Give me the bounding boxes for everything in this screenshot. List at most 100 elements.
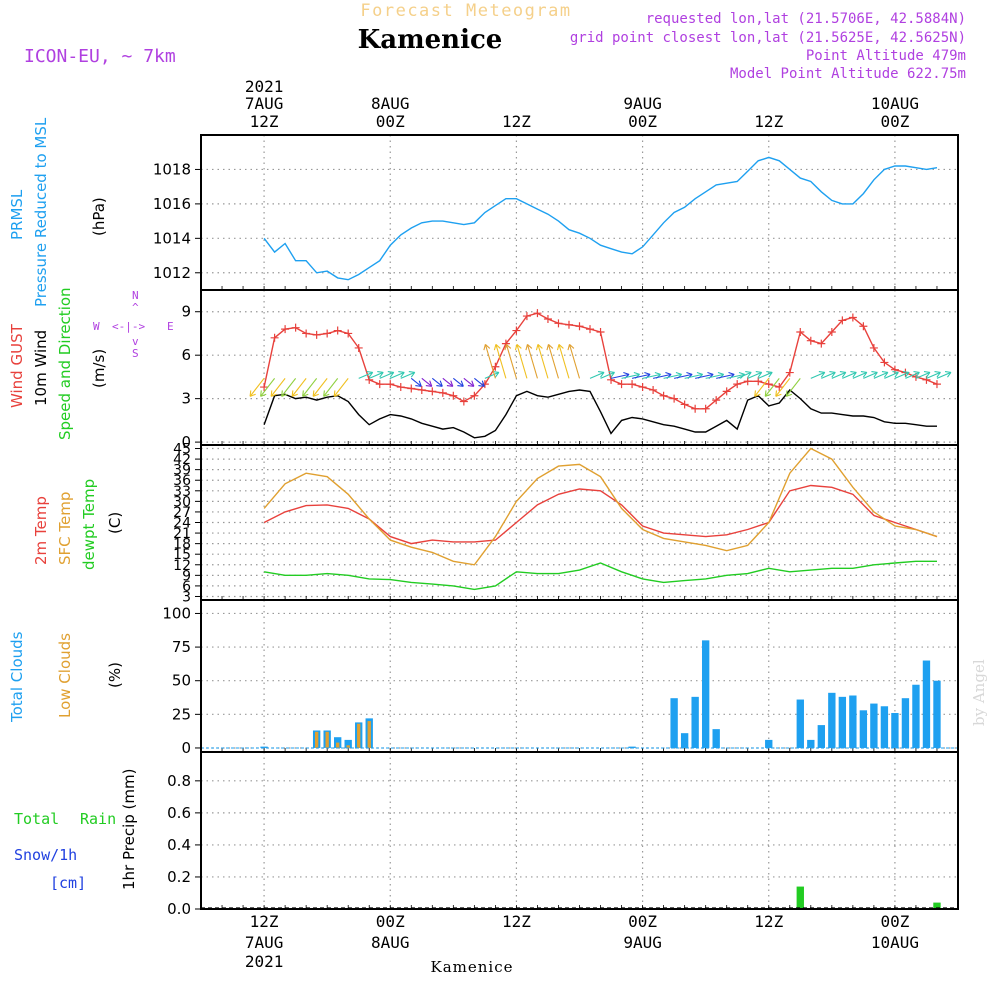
bar-low-clouds <box>367 721 371 748</box>
wind-arrow <box>810 371 826 379</box>
ytick-label: 100 <box>162 604 191 622</box>
gust-point <box>554 319 563 328</box>
wind-arrow <box>589 371 605 379</box>
cloud-labels: Total Clouds Low Clouds (%) <box>8 631 124 723</box>
gust-point <box>438 388 447 397</box>
ytick-label: 18 <box>173 537 191 553</box>
low-clouds-label: Low Clouds <box>56 633 74 718</box>
wind-arrowhead <box>902 371 910 378</box>
wind-arrow <box>884 371 899 379</box>
ytick-label: 30 <box>173 494 191 510</box>
bar-total-clouds <box>691 696 699 748</box>
gust-point <box>670 394 679 403</box>
wind-arrow <box>758 371 773 379</box>
wind-arrowhead <box>408 371 416 378</box>
wind-arrow <box>821 371 836 379</box>
wind-arrowhead <box>478 380 485 387</box>
compass-n: N <box>132 289 139 302</box>
wind-arrow <box>474 377 485 387</box>
day-label-top: 8AUG <box>371 94 410 113</box>
gust-point <box>848 313 857 322</box>
gust-point <box>827 328 836 337</box>
bar-total-clouds <box>849 695 857 748</box>
wind-arrowhead <box>504 343 512 351</box>
bar-total-clouds <box>628 746 636 748</box>
bar-total-clouds <box>712 729 720 748</box>
compass-e: E <box>167 320 174 333</box>
wind-arrow <box>775 378 791 397</box>
gust-point <box>712 396 721 405</box>
wind-arrowhead <box>323 390 330 397</box>
day-label-bottom: 10AUG <box>871 933 919 952</box>
gust-point <box>470 391 479 400</box>
hour-label-bottom: 00Z <box>376 912 405 931</box>
wind-arrow <box>684 373 703 379</box>
total-clouds-label: Total Clouds <box>8 631 26 723</box>
ytick-label: 75 <box>172 638 191 656</box>
wind-arrowhead <box>766 371 773 378</box>
wind-arrow <box>495 344 507 379</box>
wind-arrow <box>484 344 496 379</box>
wind-arrowhead <box>398 371 405 378</box>
wind-arrowhead <box>556 343 564 351</box>
wind-arrow <box>674 373 693 379</box>
wind-arrow <box>302 378 318 397</box>
wind-arrow <box>431 377 443 387</box>
hour-label-bottom: 00Z <box>880 912 909 931</box>
gust-point <box>291 323 300 332</box>
clouds-unit: (%) <box>106 662 124 688</box>
gust-point <box>512 326 521 335</box>
year-label-bottom: 2021 <box>245 952 284 971</box>
ytick-label: 3 <box>181 390 191 408</box>
day-label-top: 9AUG <box>623 94 662 113</box>
wind-arrowhead <box>483 343 491 351</box>
ytick-label: 9 <box>181 303 191 321</box>
ytick-label: 9 <box>182 568 191 584</box>
wind-arrowhead <box>425 380 433 387</box>
bar-total <box>796 886 804 909</box>
ytick-label: 0.4 <box>167 836 191 854</box>
gust-point <box>785 368 794 377</box>
compass-icon: N ^ W <-|-> E v S <box>93 289 174 360</box>
pressure-desc-label: Pressure Reduced to MSL <box>32 117 50 307</box>
series-line-prmsl <box>263 156 938 281</box>
wind-arrow <box>516 344 528 379</box>
model-label: ICON-EU, ~ 7km <box>24 46 176 67</box>
day-label-top: 10AUG <box>871 94 919 113</box>
ytick-label: 1012 <box>153 264 191 282</box>
wind-arrowhead <box>775 390 782 397</box>
ytick-label: 33 <box>173 484 191 500</box>
wind-arrow <box>863 371 878 379</box>
bar-low-clouds <box>357 723 361 748</box>
gust-point <box>302 329 311 338</box>
bar-total-clouds <box>901 698 910 748</box>
wind-arrow <box>915 371 931 379</box>
hour-label-top: 12Z <box>250 112 279 131</box>
wind-arrow <box>894 371 910 379</box>
gust-point <box>701 404 710 413</box>
wind-arrow <box>831 371 847 379</box>
wind-arrowhead <box>923 371 931 378</box>
panel-precipitation: 0.0 0.2 0.4 0.6 0.8 <box>167 751 959 918</box>
wind-arrow <box>358 371 373 379</box>
model-altitude: Model Point Altitude 622.75m <box>730 66 966 82</box>
wind-arrow <box>631 373 651 379</box>
wind-arrowhead <box>829 371 836 378</box>
wind-arrow <box>936 371 952 379</box>
ytick-label: 42 <box>173 452 191 468</box>
wind-arrowhead <box>785 390 793 397</box>
compass-arrow-down: v <box>132 335 139 348</box>
ytick-label: 6 <box>181 346 191 364</box>
wind-arrow <box>291 378 307 397</box>
wind-arrow <box>926 371 941 379</box>
wind-arrowhead <box>302 390 309 397</box>
ytick-label: 0 <box>181 739 191 757</box>
wind-arrowhead <box>608 371 615 378</box>
wind-arrowhead <box>535 343 543 351</box>
bar-total-clouds <box>344 739 352 748</box>
panels: 1012101410161018036936912151821242730333… <box>153 134 959 918</box>
wind-arrow <box>390 371 405 379</box>
ytick-label: 3 <box>182 589 191 605</box>
temp-dewpt-label: dewpt Temp <box>80 479 98 570</box>
